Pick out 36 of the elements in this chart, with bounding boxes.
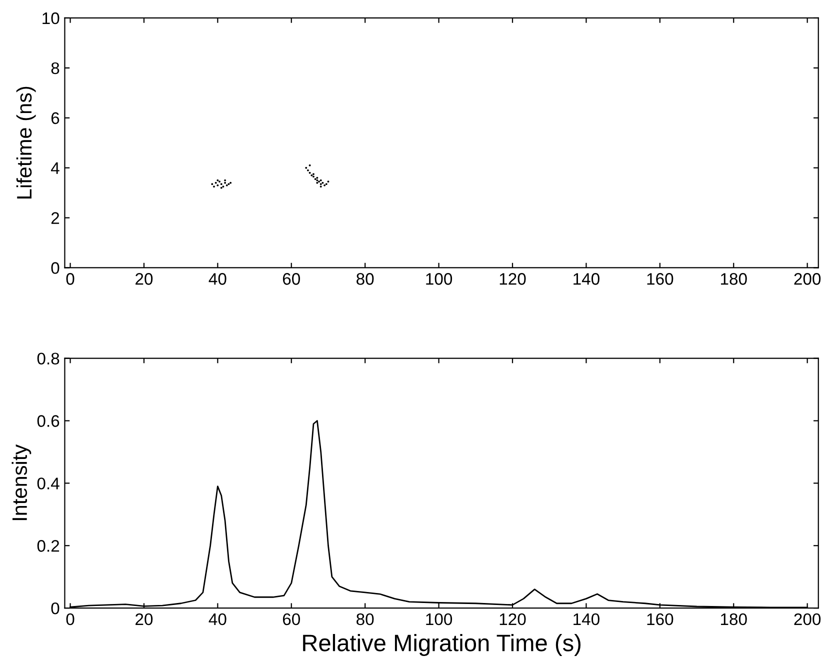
x-tick-label: 80 xyxy=(356,613,374,626)
y-tick-label: 0.2 xyxy=(37,540,60,552)
x-tick-label: 80 xyxy=(356,273,374,285)
y-tick-label: 2 xyxy=(51,212,60,224)
y-tick-label: 8 xyxy=(51,62,60,74)
y-axis-title: Lifetime (ns) xyxy=(16,86,36,198)
x-tick-label: 60 xyxy=(282,273,300,285)
x-tick-label: 100 xyxy=(426,273,452,285)
x-tick-label: 140 xyxy=(574,613,600,626)
y-tick-label: 0.4 xyxy=(37,478,60,490)
x-tick-label: 20 xyxy=(136,613,153,626)
y-tick-label: 6 xyxy=(51,112,60,124)
y-axis-title: Intensity xyxy=(12,444,32,520)
x-tick-label: 200 xyxy=(794,273,821,285)
x-tick-label: 140 xyxy=(574,273,600,285)
x-axis-title: Relative Migration Time (s) xyxy=(303,634,580,656)
x-tick-label: 20 xyxy=(136,273,153,285)
x-tick-label: 180 xyxy=(720,273,747,285)
y-tick-label: 0 xyxy=(51,262,60,274)
x-tick-label: 160 xyxy=(647,273,674,285)
x-tick-label: 0 xyxy=(66,273,74,285)
x-tick-label: 120 xyxy=(500,613,526,626)
y-tick-label: 10 xyxy=(42,12,60,24)
x-tick-label: 200 xyxy=(794,613,821,626)
x-tick-label: 180 xyxy=(720,613,747,626)
x-tick-label: 40 xyxy=(208,273,226,285)
x-tick-label: 100 xyxy=(426,613,452,626)
x-tick-label: 40 xyxy=(208,613,226,626)
y-tick-label: 0.8 xyxy=(37,352,60,365)
x-tick-label: 0 xyxy=(66,613,74,626)
x-tick-label: 60 xyxy=(282,613,300,626)
x-tick-label: 160 xyxy=(647,613,674,626)
x-tick-label: 120 xyxy=(500,273,526,285)
y-tick-label: 0 xyxy=(51,602,60,614)
y-tick-label: 0.6 xyxy=(37,415,60,427)
y-tick-label: 4 xyxy=(50,162,60,174)
